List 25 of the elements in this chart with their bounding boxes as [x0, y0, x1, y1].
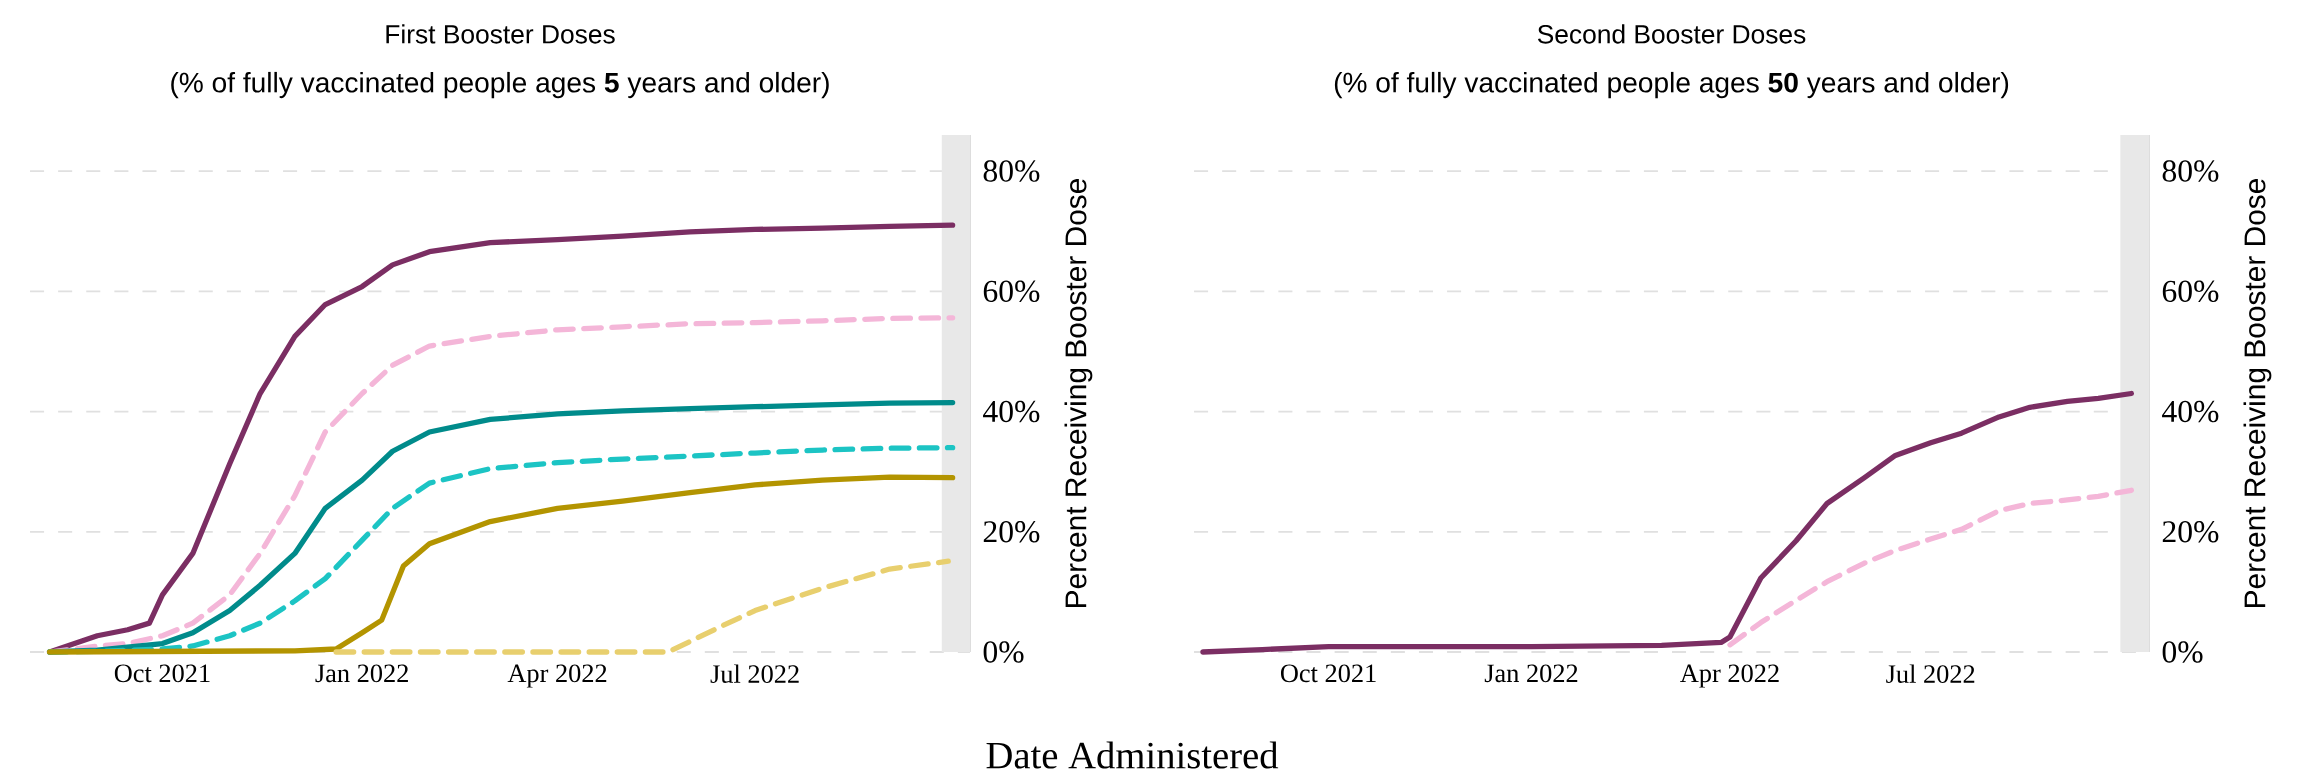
y-tick-label: 40%: [2162, 400, 2219, 423]
x-tick-label: Jul 2022: [1886, 664, 1975, 683]
chart-title: First Booster Doses: [386, 24, 615, 44]
x-tick-label: Jan 2022: [315, 664, 408, 683]
y-axis-title: Percent Receiving Booster Dose: [1064, 179, 1093, 607]
chart-title: Second Booster Doses: [1537, 24, 1806, 44]
y-tick-label: 20%: [2162, 521, 2219, 543]
y-tick-label: 0%: [983, 641, 1024, 663]
y-tick-label: 0%: [2162, 641, 2203, 663]
x-tick-label: Apr 2022: [1680, 664, 1779, 688]
x-tick-label: Jan 2022: [1484, 664, 1578, 683]
x-axis-title: Date Administered: [986, 741, 1279, 769]
y-tick-label: 80%: [983, 160, 1040, 182]
chart-subtitle: (% of fully vaccinated people ages 50 years and older): [1334, 71, 2009, 99]
y-tick-label: 40%: [983, 400, 1040, 423]
x-tick-label: Oct 2021: [114, 664, 210, 683]
x-tick-label: Apr 2022: [507, 664, 607, 688]
y-tick-label: 60%: [2162, 280, 2219, 303]
x-tick-label: Jul 2022: [710, 664, 799, 683]
y-axis-title: Percent Receiving Booster Dose: [2243, 179, 2272, 607]
x-tick-label: Oct 2021: [1280, 664, 1376, 683]
chart-subtitle: (% of fully vaccinated people ages 5 years and older): [171, 71, 829, 99]
y-tick-label: 80%: [2162, 160, 2219, 182]
y-tick-label: 60%: [983, 280, 1040, 303]
y-tick-label: 20%: [983, 521, 1040, 543]
